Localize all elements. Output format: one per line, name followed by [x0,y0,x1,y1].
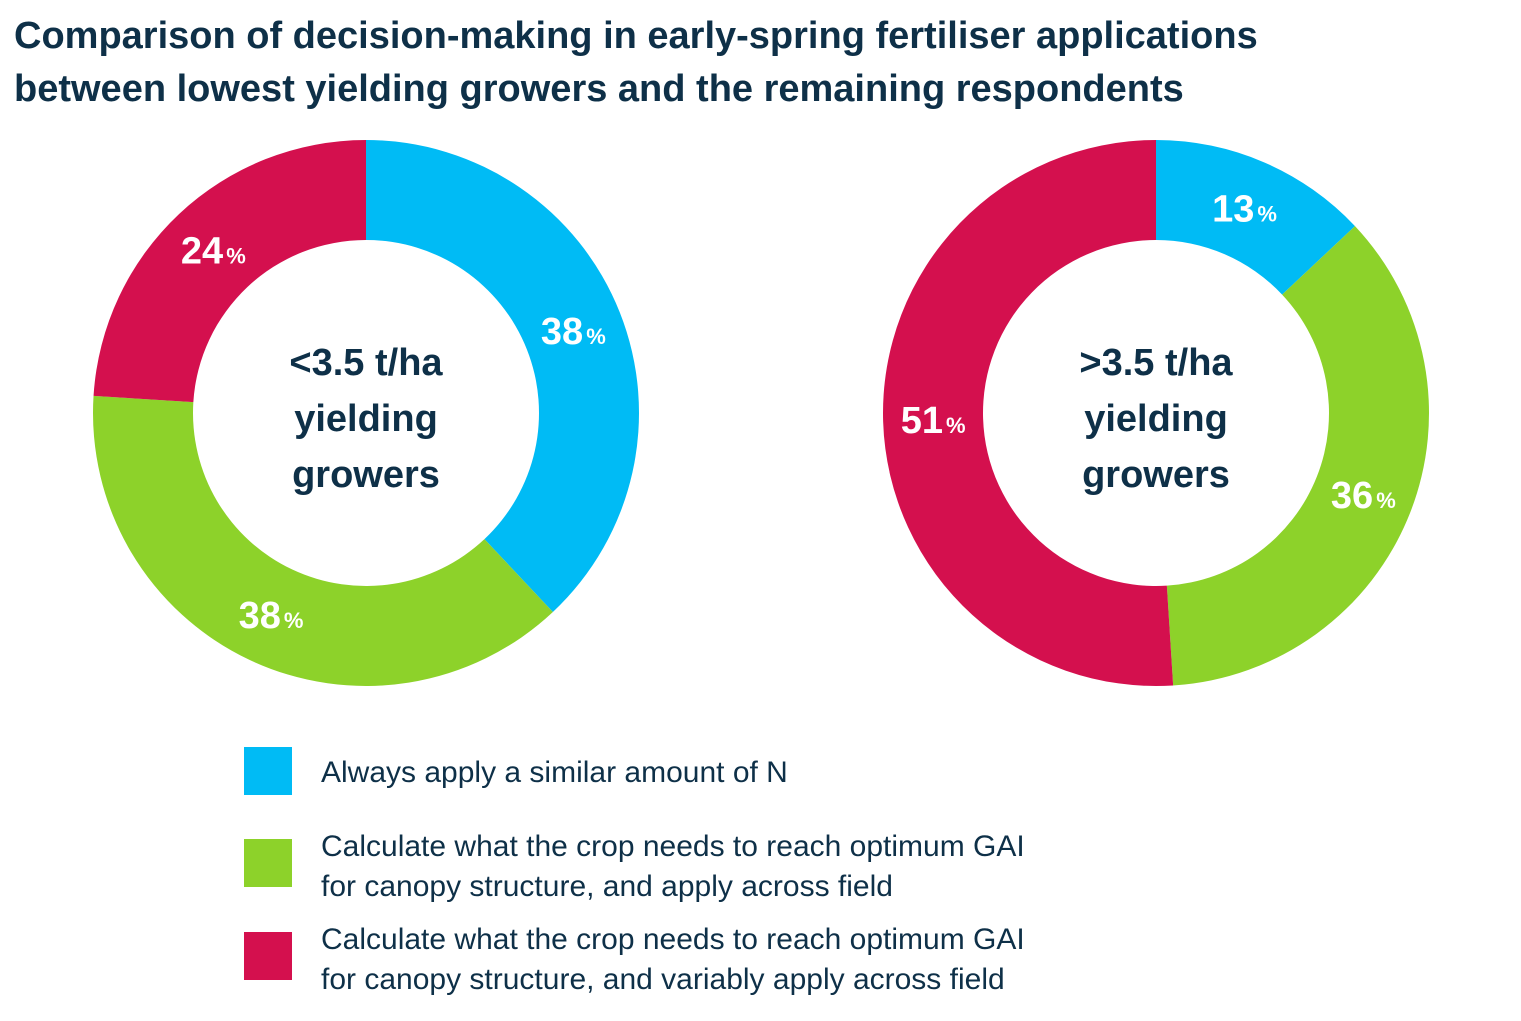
donut-slice-variably-apply [93,140,367,403]
donut-slice-similar-amount [1156,140,1356,295]
chart-title: Comparison of decision-making in early-s… [14,10,1504,116]
center-label-line-1: >3.5 t/ha [1079,342,1233,384]
center-label-line-2: yielding [294,398,438,440]
legend-swatch-variably-apply [244,932,292,980]
donut-chart-low-yield: 38 % 38 % 24 % <3.5 t/ha yielding growers [93,140,639,686]
donut-slice-apply-across-field [93,395,553,686]
center-label-line-1: <3.5 t/ha [289,342,443,384]
legend-label-variably-apply: Calculate what the crop needs to reach o… [321,923,1025,996]
donut-slice-apply-across-field [1166,226,1429,686]
data-label-variably-apply: 51% [901,400,966,442]
center-label-line-3: growers [292,454,440,496]
data-label-apply-across-field: 38% [239,595,304,637]
donut-slice-variably-apply [883,139,1174,686]
legend-swatch-apply-across-field [244,839,292,887]
data-label-similar-amount: 38% [541,311,606,353]
legend-label-apply-across-field: Calculate what the crop needs to reach o… [321,830,1025,903]
data-label-similar-amount: 13% [1212,188,1277,230]
chart-title-line-1: Comparison of decision-making in early-s… [14,15,1258,57]
data-label-apply-across-field: 36% [1331,475,1396,517]
legend-swatch-similar-amount [244,747,292,795]
donut-slice-similar-amount [366,140,639,613]
chart-title-line-2: between lowest yielding growers and the … [14,68,1184,110]
donut-chart-high-yield: 13 % 36 % 51 % >3.5 t/ha yielding growers [883,139,1429,686]
center-label-line-2: yielding [1084,398,1228,440]
legend-label-similar-amount: Always apply a similar amount of N [321,756,788,789]
center-label-line-3: growers [1082,454,1230,496]
data-label-variably-apply: 24% [181,230,246,272]
